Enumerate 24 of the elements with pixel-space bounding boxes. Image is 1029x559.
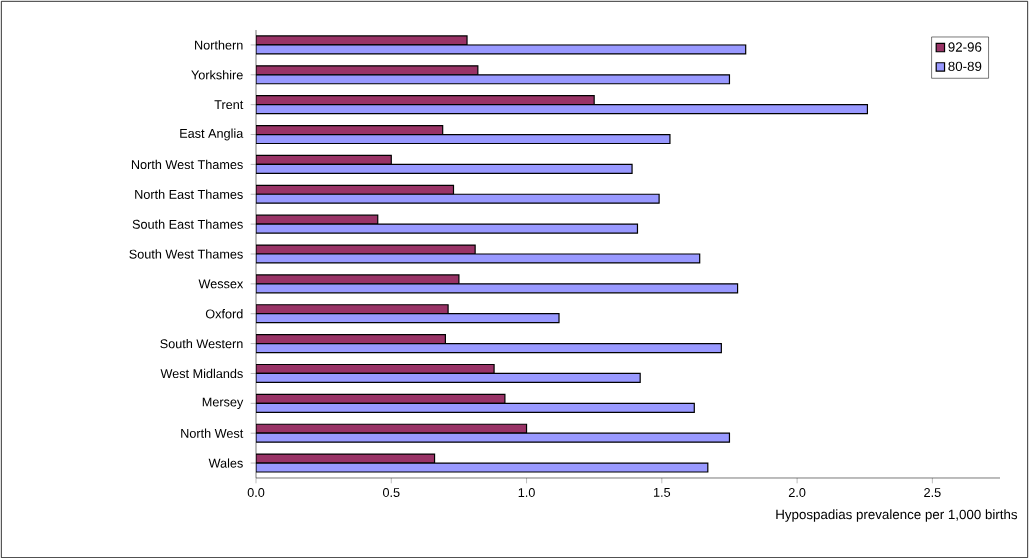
x-tick-label: 2.0 (788, 488, 806, 498)
y-tick-label: South West Thames (129, 249, 243, 259)
x-tick-label: 1.5 (653, 488, 671, 497)
y-tick-label: Trent (214, 100, 244, 110)
x-tick-label: 0.5 (382, 488, 400, 498)
y-tick-label: East Anglia (180, 128, 244, 141)
y-tick-label: North East Thames (135, 189, 243, 199)
y-tick-label: Wessex (198, 279, 244, 289)
x-tick-label: 2.5 (924, 488, 941, 498)
y-tick-label: North West (181, 428, 244, 438)
y-tick-label: South East Thames (132, 219, 243, 229)
x-tick-label: 0.0 (247, 488, 265, 498)
legend-label: 80-89 (948, 61, 982, 72)
y-tick-label: Mersey (202, 397, 244, 409)
x-tick-label: 1.0 (518, 488, 535, 498)
legend-label: 92-96 (948, 42, 982, 52)
y-tick-label: West Midlands (160, 368, 243, 379)
y-tick-label: Oxford (205, 309, 243, 319)
y-tick-label: Yorkshire (191, 70, 243, 80)
y-tick-label: Northern (195, 40, 243, 50)
y-tick-label: North West Thames (131, 159, 243, 170)
x-axis-title: Hypospadias prevalence per 1,000 births (776, 509, 1018, 522)
y-tick-label: South Western (160, 338, 243, 349)
y-tick-label: Wales (208, 458, 243, 468)
